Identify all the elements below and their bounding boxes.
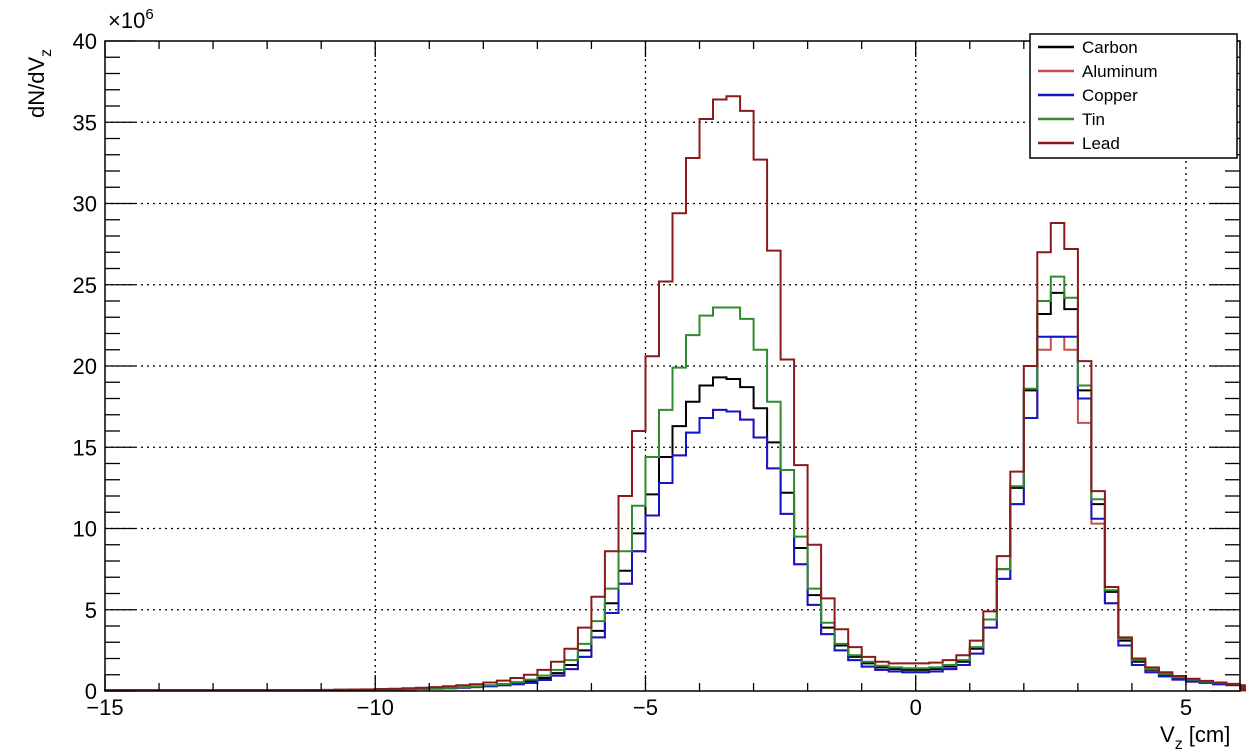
y-tick-label: 35 <box>73 110 97 135</box>
legend-label: Carbon <box>1082 38 1138 57</box>
x-tick-label: 0 <box>910 695 922 720</box>
legend-label: Tin <box>1082 110 1105 129</box>
legend-label: Copper <box>1082 86 1138 105</box>
x-tick-label: −15 <box>86 695 123 720</box>
x-tick-label: 5 <box>1180 695 1192 720</box>
y-tick-label: 40 <box>73 29 97 54</box>
legend-label: Lead <box>1082 134 1120 153</box>
y-exponent-label: ×106 <box>108 6 154 33</box>
legend: Carbon Aluminum Copper Tin Lead <box>1029 33 1238 159</box>
series-lead <box>104 95 1246 692</box>
y-tick-label: 30 <box>73 192 97 217</box>
x-axis-title: Vz [cm] <box>1160 722 1230 753</box>
y-tick-label: 5 <box>85 598 97 623</box>
tick-labels: −15 −10 −5 0 5 0 5 10 15 20 25 30 35 40 <box>73 29 1193 720</box>
legend-label: Aluminum <box>1082 62 1158 81</box>
y-tick-label: 10 <box>73 517 97 542</box>
x-tick-label: −5 <box>633 695 658 720</box>
y-tick-label: 15 <box>73 435 97 460</box>
y-axis-title: dN/dVz <box>24 49 55 118</box>
y-tick-label: 20 <box>73 354 97 379</box>
legend-box <box>1029 33 1238 159</box>
x-tick-label: −10 <box>357 695 394 720</box>
y-tick-label: 25 <box>73 273 97 298</box>
y-tick-label: 0 <box>85 679 97 704</box>
